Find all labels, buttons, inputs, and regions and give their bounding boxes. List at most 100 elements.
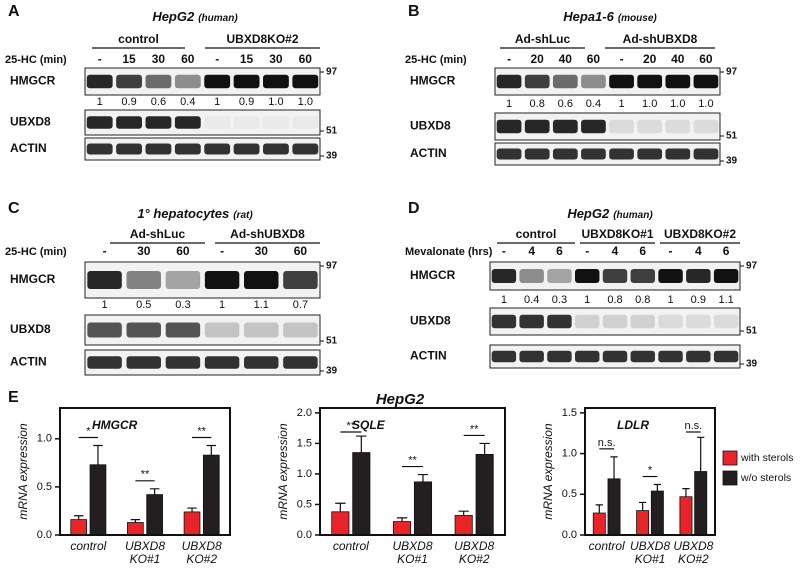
bar: [454, 515, 473, 536]
blot-band: [145, 116, 172, 129]
blot-band: [665, 148, 691, 160]
blot-band: [496, 74, 522, 89]
blot-band: [665, 74, 691, 89]
blot-band: [145, 143, 172, 155]
significance-label: **: [408, 454, 417, 466]
blot-band: [658, 314, 683, 329]
blot-band: [204, 116, 231, 129]
lane-label: -: [585, 244, 589, 258]
blot-title-note: (rat): [233, 210, 253, 221]
panel-letter: D: [408, 200, 420, 217]
blot-band: [491, 350, 517, 363]
blot-band: [292, 74, 319, 89]
blot-band: [87, 322, 122, 338]
bar: [475, 454, 494, 536]
legend-label: w/o sterols: [740, 472, 791, 484]
quantification: 1.0: [298, 96, 313, 108]
significance-label: **: [347, 420, 356, 432]
lane-label: 4: [528, 244, 535, 258]
axes-frame: [59, 407, 231, 536]
y-tick-label: 2.0: [297, 407, 312, 419]
error-bar: [335, 502, 346, 512]
lane-label: 20: [643, 52, 657, 66]
chart-title: LDLR: [617, 418, 649, 432]
error-bar: [206, 444, 217, 456]
group-label: control: [118, 32, 159, 46]
blot-band: [665, 119, 691, 134]
lane-label: -: [620, 52, 624, 66]
lane-label: -: [507, 52, 511, 66]
bar: [650, 490, 664, 536]
row-label: UBXD8: [10, 322, 51, 336]
blot-band: [693, 74, 719, 89]
y-tick-label: 0.0: [297, 529, 312, 541]
panel-title: HepG2: [376, 391, 425, 408]
quantification: 0.5: [136, 299, 151, 311]
blot-band: [496, 148, 522, 160]
row-label: ACTIN: [10, 355, 47, 369]
bar: [331, 511, 350, 536]
lane-label: 6: [723, 244, 730, 258]
treatment-label: 25-HC (min): [405, 54, 467, 66]
blot-band: [602, 350, 628, 363]
blot-band: [292, 143, 319, 155]
blot-band: [116, 74, 142, 89]
blot-band: [244, 271, 279, 289]
blot-band: [233, 143, 260, 155]
axes-frame: [584, 407, 716, 536]
lane-label: 30: [255, 244, 269, 258]
quantification: 0.6: [558, 98, 573, 110]
bar: [146, 494, 163, 536]
error-bar: [149, 488, 160, 495]
error-bar: [73, 515, 84, 520]
x-tick-label: control: [70, 539, 107, 553]
error-bar: [697, 436, 705, 472]
panel-letter: A: [8, 3, 20, 20]
size-marker: 51: [726, 131, 738, 142]
blot-band: [87, 271, 122, 289]
panel-letter: C: [8, 200, 20, 217]
blot-band: [233, 74, 260, 89]
blot-band: [693, 119, 719, 134]
quantification: 1: [506, 98, 512, 110]
blot-band: [524, 74, 550, 89]
blot-band: [204, 322, 240, 338]
error-bar: [458, 510, 469, 516]
blot-band: [693, 148, 719, 160]
size-marker: 39: [326, 366, 338, 377]
blot-band: [519, 314, 544, 329]
quantification: 1: [667, 294, 673, 306]
significance-label: **: [470, 423, 479, 435]
blot-band: [491, 314, 517, 329]
y-tick-label: 0.0: [562, 529, 577, 541]
axes-frame: [319, 407, 506, 536]
significance-label: **: [197, 425, 206, 437]
group-label: Ad-shLuc: [130, 227, 186, 241]
blot-title-main: HepG2: [567, 206, 610, 221]
y-axis-label: mRNA expression: [276, 423, 290, 520]
blot-band: [524, 148, 550, 160]
blot-band: [524, 119, 550, 134]
x-tick-label: UBXD8 KO#1: [629, 539, 670, 566]
blot-band: [575, 269, 600, 283]
quantification: 1.0: [642, 98, 657, 110]
error-bar: [638, 501, 647, 511]
size-marker: 97: [726, 67, 738, 78]
size-marker: 97: [326, 261, 338, 272]
y-tick-label: 0.5: [297, 498, 312, 510]
bar: [413, 481, 433, 536]
bar: [89, 464, 107, 536]
quantification: 0.9: [691, 294, 706, 306]
blot-band: [165, 322, 201, 338]
blot-band: [602, 314, 628, 329]
quantification: 0.3: [175, 299, 190, 311]
y-tick-label: 1.5: [297, 437, 312, 449]
blot-title-main: HepG2: [152, 9, 195, 24]
blot-band: [547, 269, 572, 283]
blot-band: [637, 119, 663, 134]
quantification: 0.7: [293, 299, 308, 311]
blot-band: [686, 269, 711, 283]
lane-label: 60: [176, 244, 190, 258]
bar: [183, 511, 201, 536]
